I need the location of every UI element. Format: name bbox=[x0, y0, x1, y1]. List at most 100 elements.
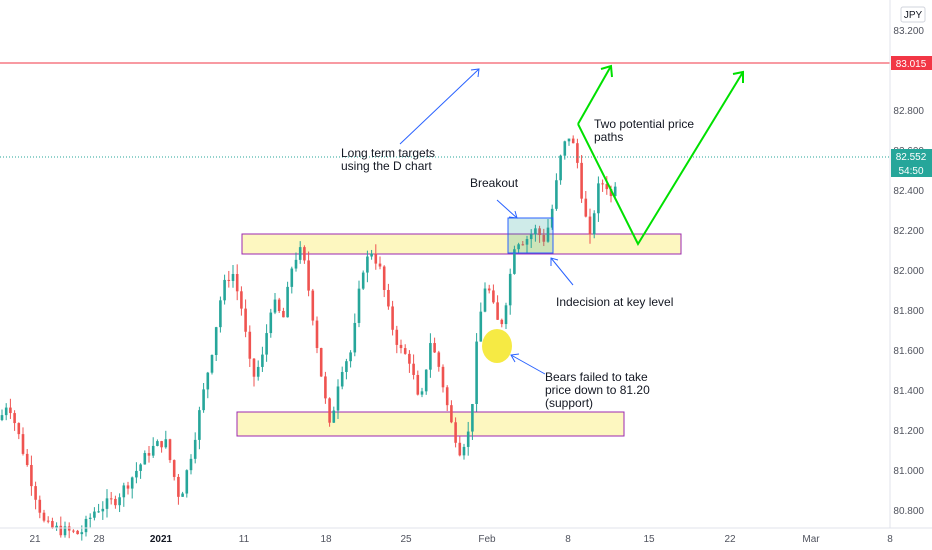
y-tick-label: 81.600 bbox=[893, 346, 924, 357]
candle-body bbox=[147, 453, 151, 456]
candle-body bbox=[290, 268, 294, 287]
bears-note-line1: Bears failed to take bbox=[545, 370, 648, 384]
candle-body bbox=[492, 290, 495, 303]
candle-body bbox=[160, 441, 163, 448]
candle-body bbox=[307, 260, 310, 291]
candle-body bbox=[189, 458, 193, 471]
x-tick-label: 8 bbox=[887, 534, 893, 545]
candle-body bbox=[336, 386, 340, 411]
breakout-arrow-head bbox=[508, 210, 518, 219]
candle-body bbox=[403, 348, 407, 354]
candle-body bbox=[156, 441, 159, 446]
two-paths-note-line2: paths bbox=[594, 130, 623, 144]
zones-layer bbox=[236, 233, 682, 437]
candle-body bbox=[496, 302, 499, 320]
candle-body bbox=[294, 259, 298, 269]
candle-body bbox=[324, 376, 327, 399]
candle-body bbox=[235, 274, 239, 292]
candle-body bbox=[445, 387, 449, 406]
candle-body bbox=[462, 446, 466, 456]
candle-body bbox=[168, 439, 172, 461]
candle-body bbox=[214, 327, 218, 356]
indecision-arrow bbox=[550, 257, 574, 286]
candle-body bbox=[51, 521, 54, 528]
bears-highlight bbox=[482, 329, 512, 363]
candle-body bbox=[109, 498, 113, 500]
candle-body bbox=[252, 358, 256, 377]
target-price-badge bbox=[891, 56, 932, 70]
candle-body bbox=[395, 329, 399, 345]
breakout-note: Breakout bbox=[470, 176, 519, 190]
y-tick-label: 81.000 bbox=[893, 466, 924, 477]
candle-body bbox=[21, 434, 25, 454]
candle-body bbox=[605, 184, 609, 190]
x-tick-label: Feb bbox=[478, 534, 496, 545]
candle-body bbox=[504, 305, 508, 325]
candle-body bbox=[340, 371, 344, 387]
breakout-box bbox=[507, 217, 554, 254]
candle-body bbox=[42, 512, 46, 521]
candle-body bbox=[450, 405, 453, 423]
candle-body bbox=[571, 138, 575, 144]
candle-body bbox=[366, 256, 369, 273]
candle-body bbox=[328, 398, 331, 423]
candle-body bbox=[416, 374, 420, 395]
y-tick-label: 81.200 bbox=[893, 426, 924, 437]
candle-body bbox=[114, 498, 117, 506]
candle-body bbox=[269, 312, 273, 334]
last-price-badge bbox=[891, 149, 932, 177]
time-axis[interactable]: 21 28 2021 11 18 25 Feb 8 15 22 Mar 8 bbox=[29, 534, 893, 545]
candle-body bbox=[227, 279, 231, 281]
candle-body bbox=[172, 460, 176, 477]
candle-body bbox=[248, 331, 252, 359]
long-term-note-line1: Long term targets bbox=[341, 146, 435, 160]
candle-body bbox=[126, 485, 130, 489]
candle-body bbox=[135, 470, 138, 478]
candle-body bbox=[399, 344, 403, 349]
candle-body bbox=[483, 288, 487, 312]
candle-body bbox=[13, 413, 16, 424]
path-arrow-up bbox=[577, 65, 612, 125]
x-tick-label: Mar bbox=[802, 534, 820, 545]
candle-body bbox=[378, 263, 382, 267]
candle-body bbox=[84, 518, 88, 533]
candle-body bbox=[576, 143, 579, 163]
long-term-arrow-head bbox=[470, 68, 480, 78]
candle-body bbox=[88, 517, 92, 519]
candle-body bbox=[584, 198, 588, 217]
candle-body bbox=[139, 464, 142, 471]
candle-body bbox=[420, 391, 424, 395]
currency-badge[interactable] bbox=[900, 6, 926, 23]
candle-body bbox=[256, 366, 260, 377]
candle-body bbox=[311, 290, 315, 321]
candle-body bbox=[143, 453, 147, 465]
candle-body bbox=[286, 286, 289, 318]
candle-body bbox=[80, 532, 84, 535]
candle-body bbox=[563, 141, 567, 156]
x-tick-label: 25 bbox=[400, 534, 412, 545]
candle-body bbox=[130, 477, 134, 489]
candle-body bbox=[59, 525, 63, 536]
candle-body bbox=[240, 291, 243, 309]
y-tick-label: 83.200 bbox=[893, 26, 924, 37]
candle-body bbox=[17, 423, 21, 435]
candle-body bbox=[559, 155, 562, 181]
candle-body bbox=[34, 486, 37, 500]
candle-body bbox=[487, 288, 491, 291]
candle-body bbox=[424, 369, 428, 392]
price-axis[interactable]: 83.20082.80082.60082.40082.20082.00081.8… bbox=[893, 26, 924, 517]
candle-body bbox=[101, 508, 105, 512]
x-tick-label: 15 bbox=[643, 534, 655, 545]
candle-body bbox=[525, 239, 529, 245]
candle-body bbox=[429, 343, 432, 370]
indecision-note: Indecision at key level bbox=[556, 295, 673, 309]
y-tick-label: 82.000 bbox=[893, 266, 924, 277]
breakout-arrow bbox=[496, 199, 518, 219]
x-tick-label: 18 bbox=[320, 534, 332, 545]
candle-body bbox=[601, 183, 604, 185]
candle-body bbox=[202, 389, 205, 411]
long-term-arrow bbox=[399, 68, 480, 145]
candle-body bbox=[500, 319, 504, 325]
candle-body bbox=[164, 439, 168, 448]
